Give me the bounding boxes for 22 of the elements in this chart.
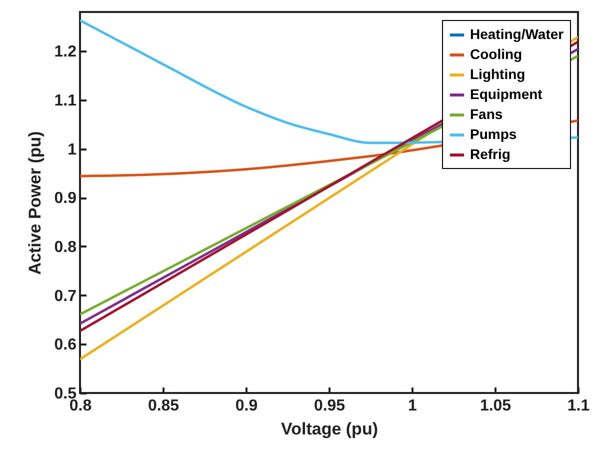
y-tick-label: 1 <box>68 141 77 158</box>
legend-label: Refrig <box>470 146 510 162</box>
y-tick-label: 0.7 <box>54 288 77 305</box>
y-tick-label: 1.2 <box>54 44 77 61</box>
x-axis-title: Voltage (pu) <box>281 420 378 438</box>
y-tick-label: 0.9 <box>54 190 77 208</box>
x-tick-label: 1.05 <box>480 398 512 414</box>
legend-label: Cooling <box>470 46 522 62</box>
legend-label: Lighting <box>470 66 526 82</box>
x-tick-label: 1 <box>408 398 418 414</box>
legend-label: Fans <box>470 106 503 122</box>
y-tick-label: 0.6 <box>54 336 77 354</box>
x-tick-label: 0.85 <box>148 398 180 414</box>
y-axis-title: Active Power (pu) <box>25 131 44 275</box>
legend-label: Equipment <box>470 86 543 102</box>
legend-label: Pumps <box>470 126 517 142</box>
x-tick-label: 1.1 <box>567 398 590 414</box>
x-tick-label: 0.9 <box>235 398 258 414</box>
y-tick-label: 1.1 <box>54 92 77 110</box>
legend-label: Heating/Water <box>470 26 564 42</box>
x-tick-label: 0.95 <box>314 398 346 414</box>
y-tick-label: 0.8 <box>54 238 77 256</box>
